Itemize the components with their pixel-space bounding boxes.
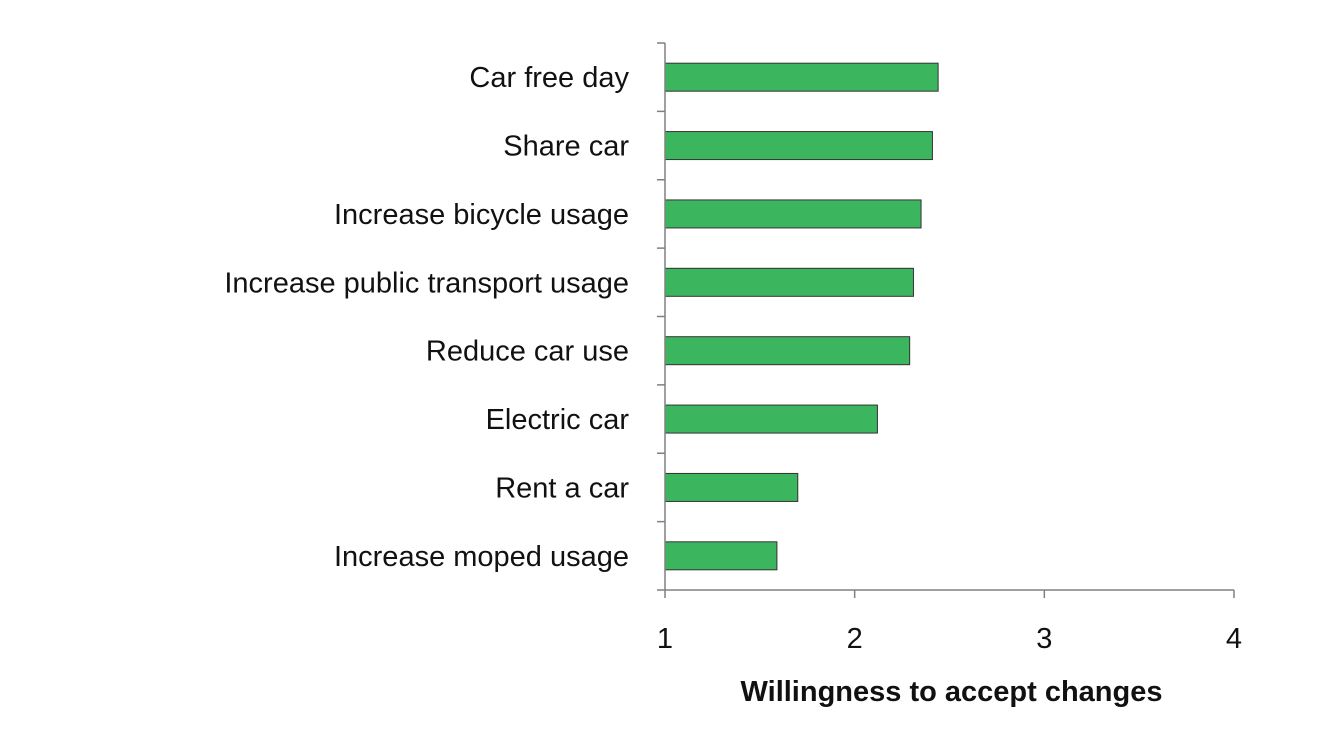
x-tick-label: 3 (1036, 623, 1052, 655)
x-axis-ticks: 1 2 3 4 (657, 590, 1242, 655)
category-labels: Car free day Share car Increase bicycle us… (224, 62, 629, 573)
x-axis-title: Willingness to accept changes (741, 676, 1163, 708)
bar (664, 267, 914, 297)
bar (664, 131, 933, 161)
bar (664, 336, 911, 366)
x-tick-label: 1 (657, 623, 673, 655)
bar (664, 541, 778, 571)
y-axis-ticks (657, 42, 665, 591)
category-label: Reduce car use (426, 336, 629, 368)
bar (664, 472, 799, 502)
category-label: Rent a car (495, 472, 629, 504)
category-label: Car free day (469, 62, 629, 94)
category-label: Share car (503, 131, 629, 163)
category-label: Increase moped usage (334, 541, 629, 573)
category-label: Increase bicycle usage (334, 199, 629, 231)
x-tick-label: 2 (847, 623, 863, 655)
category-label: Electric car (486, 404, 630, 436)
category-label: Increase public transport usage (224, 267, 629, 299)
bar (664, 199, 922, 229)
bar (664, 62, 939, 92)
bars (664, 62, 939, 571)
x-tick-label: 4 (1226, 623, 1242, 655)
bar (664, 404, 878, 434)
